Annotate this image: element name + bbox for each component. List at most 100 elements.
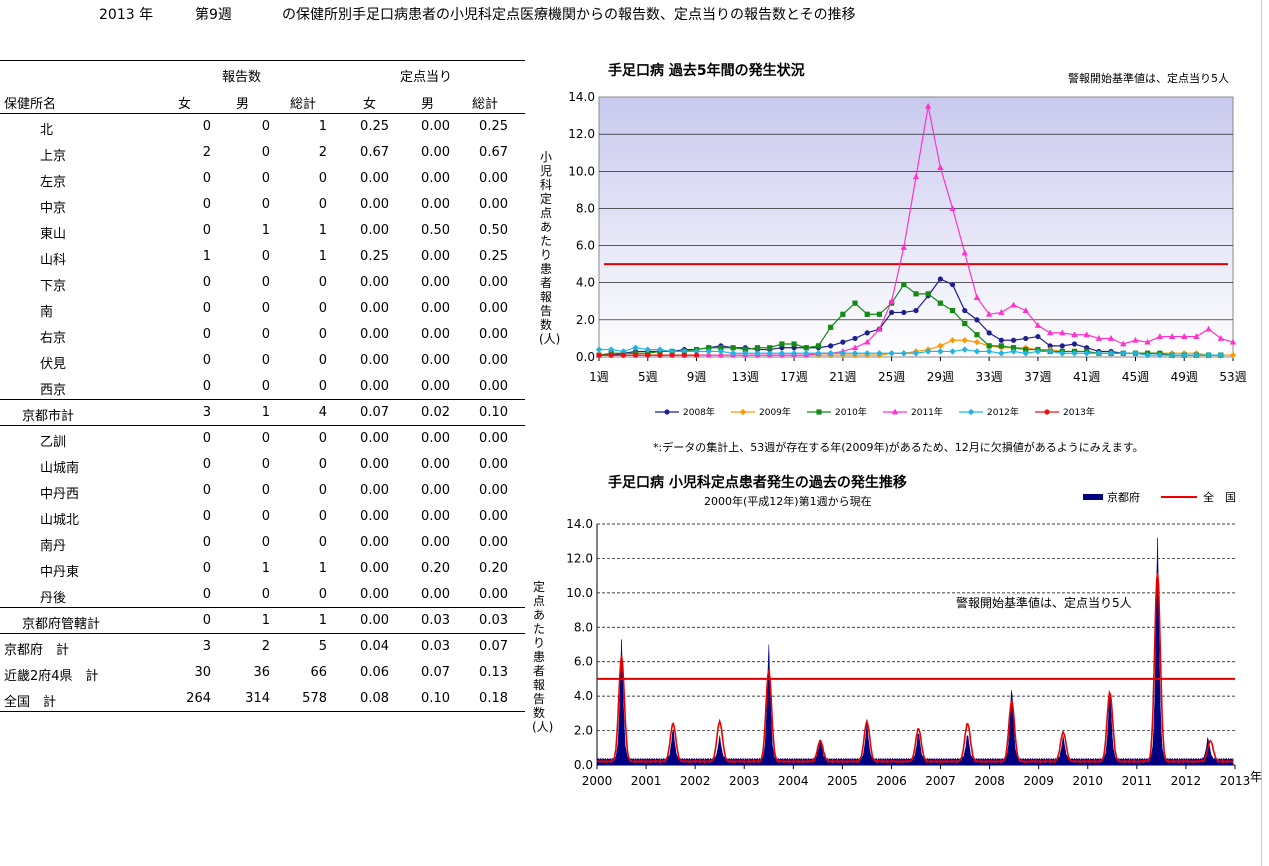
data-point [1046, 348, 1054, 355]
chart2-ytick-label: 4.0 [574, 689, 593, 703]
row-value: 0.10 [479, 405, 508, 420]
data-point [1193, 351, 1200, 359]
row-value: 0.00 [360, 613, 389, 628]
row-value: 0 [261, 197, 270, 212]
row-value: 0 [202, 223, 211, 238]
data-point [1083, 331, 1090, 338]
table-row: 中丹西 0 0 0 0.00 0.00 0.00 [0, 477, 525, 503]
data-point [1217, 351, 1225, 359]
row-value: 1 [261, 223, 270, 238]
row-value: 0.00 [479, 327, 508, 342]
row-value: 0.00 [421, 509, 450, 524]
data-point [840, 339, 846, 345]
row-value: 0 [202, 561, 211, 576]
row-value: 0 [261, 379, 270, 394]
row-value: 0 [202, 197, 211, 212]
data-point [913, 307, 919, 314]
header-year: 2013 年 [99, 7, 154, 23]
data-point [1095, 350, 1103, 357]
row-value: 36 [253, 665, 270, 680]
chart1-ytick-label: 14.0 [568, 90, 595, 104]
row-value: 0.03 [421, 639, 450, 654]
row-value: 0.00 [360, 483, 389, 498]
data-point [1010, 337, 1017, 343]
row-value: 0.00 [479, 587, 508, 602]
row-name: 南丹 [40, 539, 67, 554]
row-value: 0.00 [421, 483, 450, 498]
row-value: 264 [186, 691, 211, 706]
row-value: 0.18 [479, 691, 508, 706]
row-value: 0 [202, 587, 211, 602]
row-value: 0 [261, 535, 270, 550]
chart2-xtick-label: 2013 [1220, 774, 1251, 788]
chart2-svg: 0.0 2.0 4.0 6.0 8.0 10.0 12.0 14.0 2000 2001 2002 2… [566, 490, 1251, 788]
chart2-xtick-label: 2008 [974, 774, 1005, 788]
row-value: 0.00 [479, 457, 508, 472]
data-point [840, 311, 846, 317]
table-row: 南丹 0 0 0 0.00 0.00 0.00 [0, 529, 525, 555]
table-row: 乙訓 0 0 0 0.00 0.00 0.00 [0, 425, 525, 451]
data-point [1023, 335, 1029, 342]
data-point [1205, 351, 1212, 359]
row-value: 0.07 [360, 405, 389, 420]
data-point [717, 351, 725, 358]
data-point [664, 409, 670, 415]
row-value: 0.00 [421, 327, 450, 342]
data-point [620, 352, 626, 358]
row-value: 0 [261, 353, 270, 368]
row-value: 0 [318, 353, 327, 368]
legend-label: 2010年 [835, 406, 867, 418]
data-point [974, 317, 980, 323]
chart1-xtick-label: 21週 [829, 370, 856, 384]
row-name: 中丹東 [40, 565, 80, 580]
chart2-ytick-label: 10.0 [566, 586, 593, 600]
data-point [925, 291, 931, 297]
row-value: 0.04 [360, 639, 389, 654]
legend-label: 2008年 [683, 406, 715, 418]
row-value: 0.00 [479, 275, 508, 290]
data-point [962, 307, 968, 314]
row-value: 0.03 [479, 613, 508, 628]
data-point [852, 335, 858, 342]
data-point [656, 346, 664, 353]
row-name: 右京 [40, 331, 67, 346]
row-value: 1 [318, 223, 327, 238]
row-value: 0 [318, 197, 327, 212]
row-value: 0.07 [479, 639, 508, 654]
row-value: 0.00 [479, 535, 508, 550]
data-point [828, 343, 834, 349]
table-row: 東山 0 1 1 0.00 0.50 0.50 [0, 217, 525, 243]
chart2-xunit: 年 [1250, 770, 1263, 784]
data-point [949, 205, 956, 211]
row-value: 0.00 [479, 353, 508, 368]
data-point [1010, 348, 1017, 355]
row-name: 伏見 [40, 357, 67, 372]
data-point [937, 164, 944, 170]
row-value: 0.25 [360, 119, 389, 134]
chart1-plot-area [598, 96, 1234, 358]
data-point [937, 348, 944, 355]
chart1-xtick-label: 5週 [638, 370, 658, 384]
row-value: 0 [202, 483, 211, 498]
row-value: 0 [318, 327, 327, 342]
chart1-xtick-label: 37週 [1024, 370, 1051, 384]
row-value: 0 [318, 301, 327, 316]
row-value: 0.00 [479, 171, 508, 186]
data-point [962, 320, 968, 327]
chart1-ytick-label: 8.0 [576, 201, 595, 215]
row-value: 0.00 [479, 483, 508, 498]
data-point [1120, 340, 1127, 347]
data-point [693, 352, 700, 358]
row-value: 0 [261, 171, 270, 186]
data-point [967, 408, 975, 416]
data-point [632, 352, 639, 358]
chart1-xtick-label: 45週 [1122, 370, 1149, 384]
chart2-xtick-label: 2004 [778, 774, 809, 788]
row-name: 近畿2府4県 計 [4, 669, 99, 684]
col-header-female: 女 [178, 97, 192, 112]
data-point [924, 102, 932, 109]
data-point [900, 244, 908, 250]
chart2-xtick-label: 2003 [729, 774, 760, 788]
row-value: 0.10 [421, 691, 450, 706]
table-row: 下京 0 0 0 0.00 0.00 0.00 [0, 269, 525, 295]
